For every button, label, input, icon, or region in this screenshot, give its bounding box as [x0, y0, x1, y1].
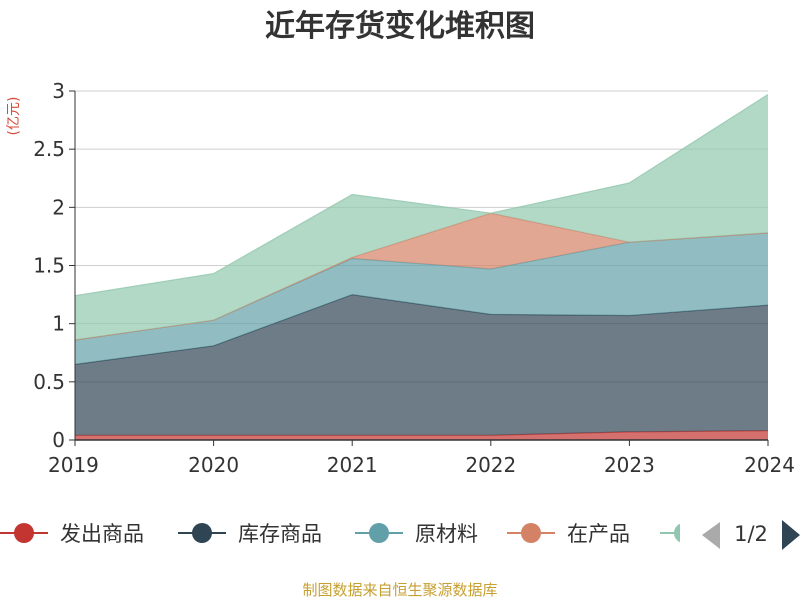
data-source-note: 制图数据来自恒生聚源数据库	[302, 581, 497, 599]
legend-item-0[interactable]: 发出商品	[0, 522, 144, 546]
x-tick-label: 2021	[327, 453, 378, 477]
y-tick-label: 2	[52, 195, 65, 219]
legend-prev-page-icon[interactable]	[702, 522, 720, 549]
legend-next-page-icon[interactable]	[782, 520, 800, 550]
legend-marker	[14, 523, 34, 543]
y-tick-label: 3	[52, 79, 65, 103]
y-tick-label: 1	[52, 312, 65, 336]
legend-label: 在产品	[567, 522, 630, 546]
y-axis-unit: (亿元)	[6, 97, 22, 136]
axes: 0 0.5 1 1.5 2 2.5 3 2019 2020 2021 2022 2023 2024	[33, 79, 795, 477]
legend-item-2[interactable]: 原材料	[355, 522, 478, 546]
y-tick-label: 1.5	[33, 254, 65, 278]
legend: 发出商品 库存商品 原材料 在产品 1/2	[0, 510, 800, 560]
y-tick-label: 2.5	[33, 137, 65, 161]
legend-label: 库存商品	[238, 522, 322, 546]
series-area-1	[75, 294, 768, 436]
series-area-4	[75, 94, 768, 340]
legend-label: 原材料	[415, 522, 478, 546]
legend-label: 发出商品	[60, 522, 144, 546]
legend-marker	[192, 523, 212, 543]
series-area-3	[75, 213, 768, 340]
x-tick-label: 2019	[48, 453, 99, 477]
series-line-4	[74, 93, 769, 297]
series-area-2	[75, 232, 768, 365]
legend-clip	[680, 510, 800, 560]
x-tick-label: 2020	[188, 453, 239, 477]
legend-page-indicator: 1/2	[734, 522, 768, 546]
legend-item-3[interactable]: 在产品	[507, 522, 630, 546]
legend-marker	[521, 523, 541, 543]
legend-item-1[interactable]: 库存商品	[178, 522, 322, 546]
chart-title: 近年存货变化堆积图	[265, 9, 535, 44]
y-tick-label: 0	[52, 428, 65, 452]
x-tick-label: 2022	[465, 453, 516, 477]
x-tick-label: 2023	[604, 453, 655, 477]
legend-marker	[369, 523, 389, 543]
plot-areas	[74, 93, 769, 440]
y-tick-label: 0.5	[33, 370, 65, 394]
x-tick-label: 2024	[744, 453, 795, 477]
